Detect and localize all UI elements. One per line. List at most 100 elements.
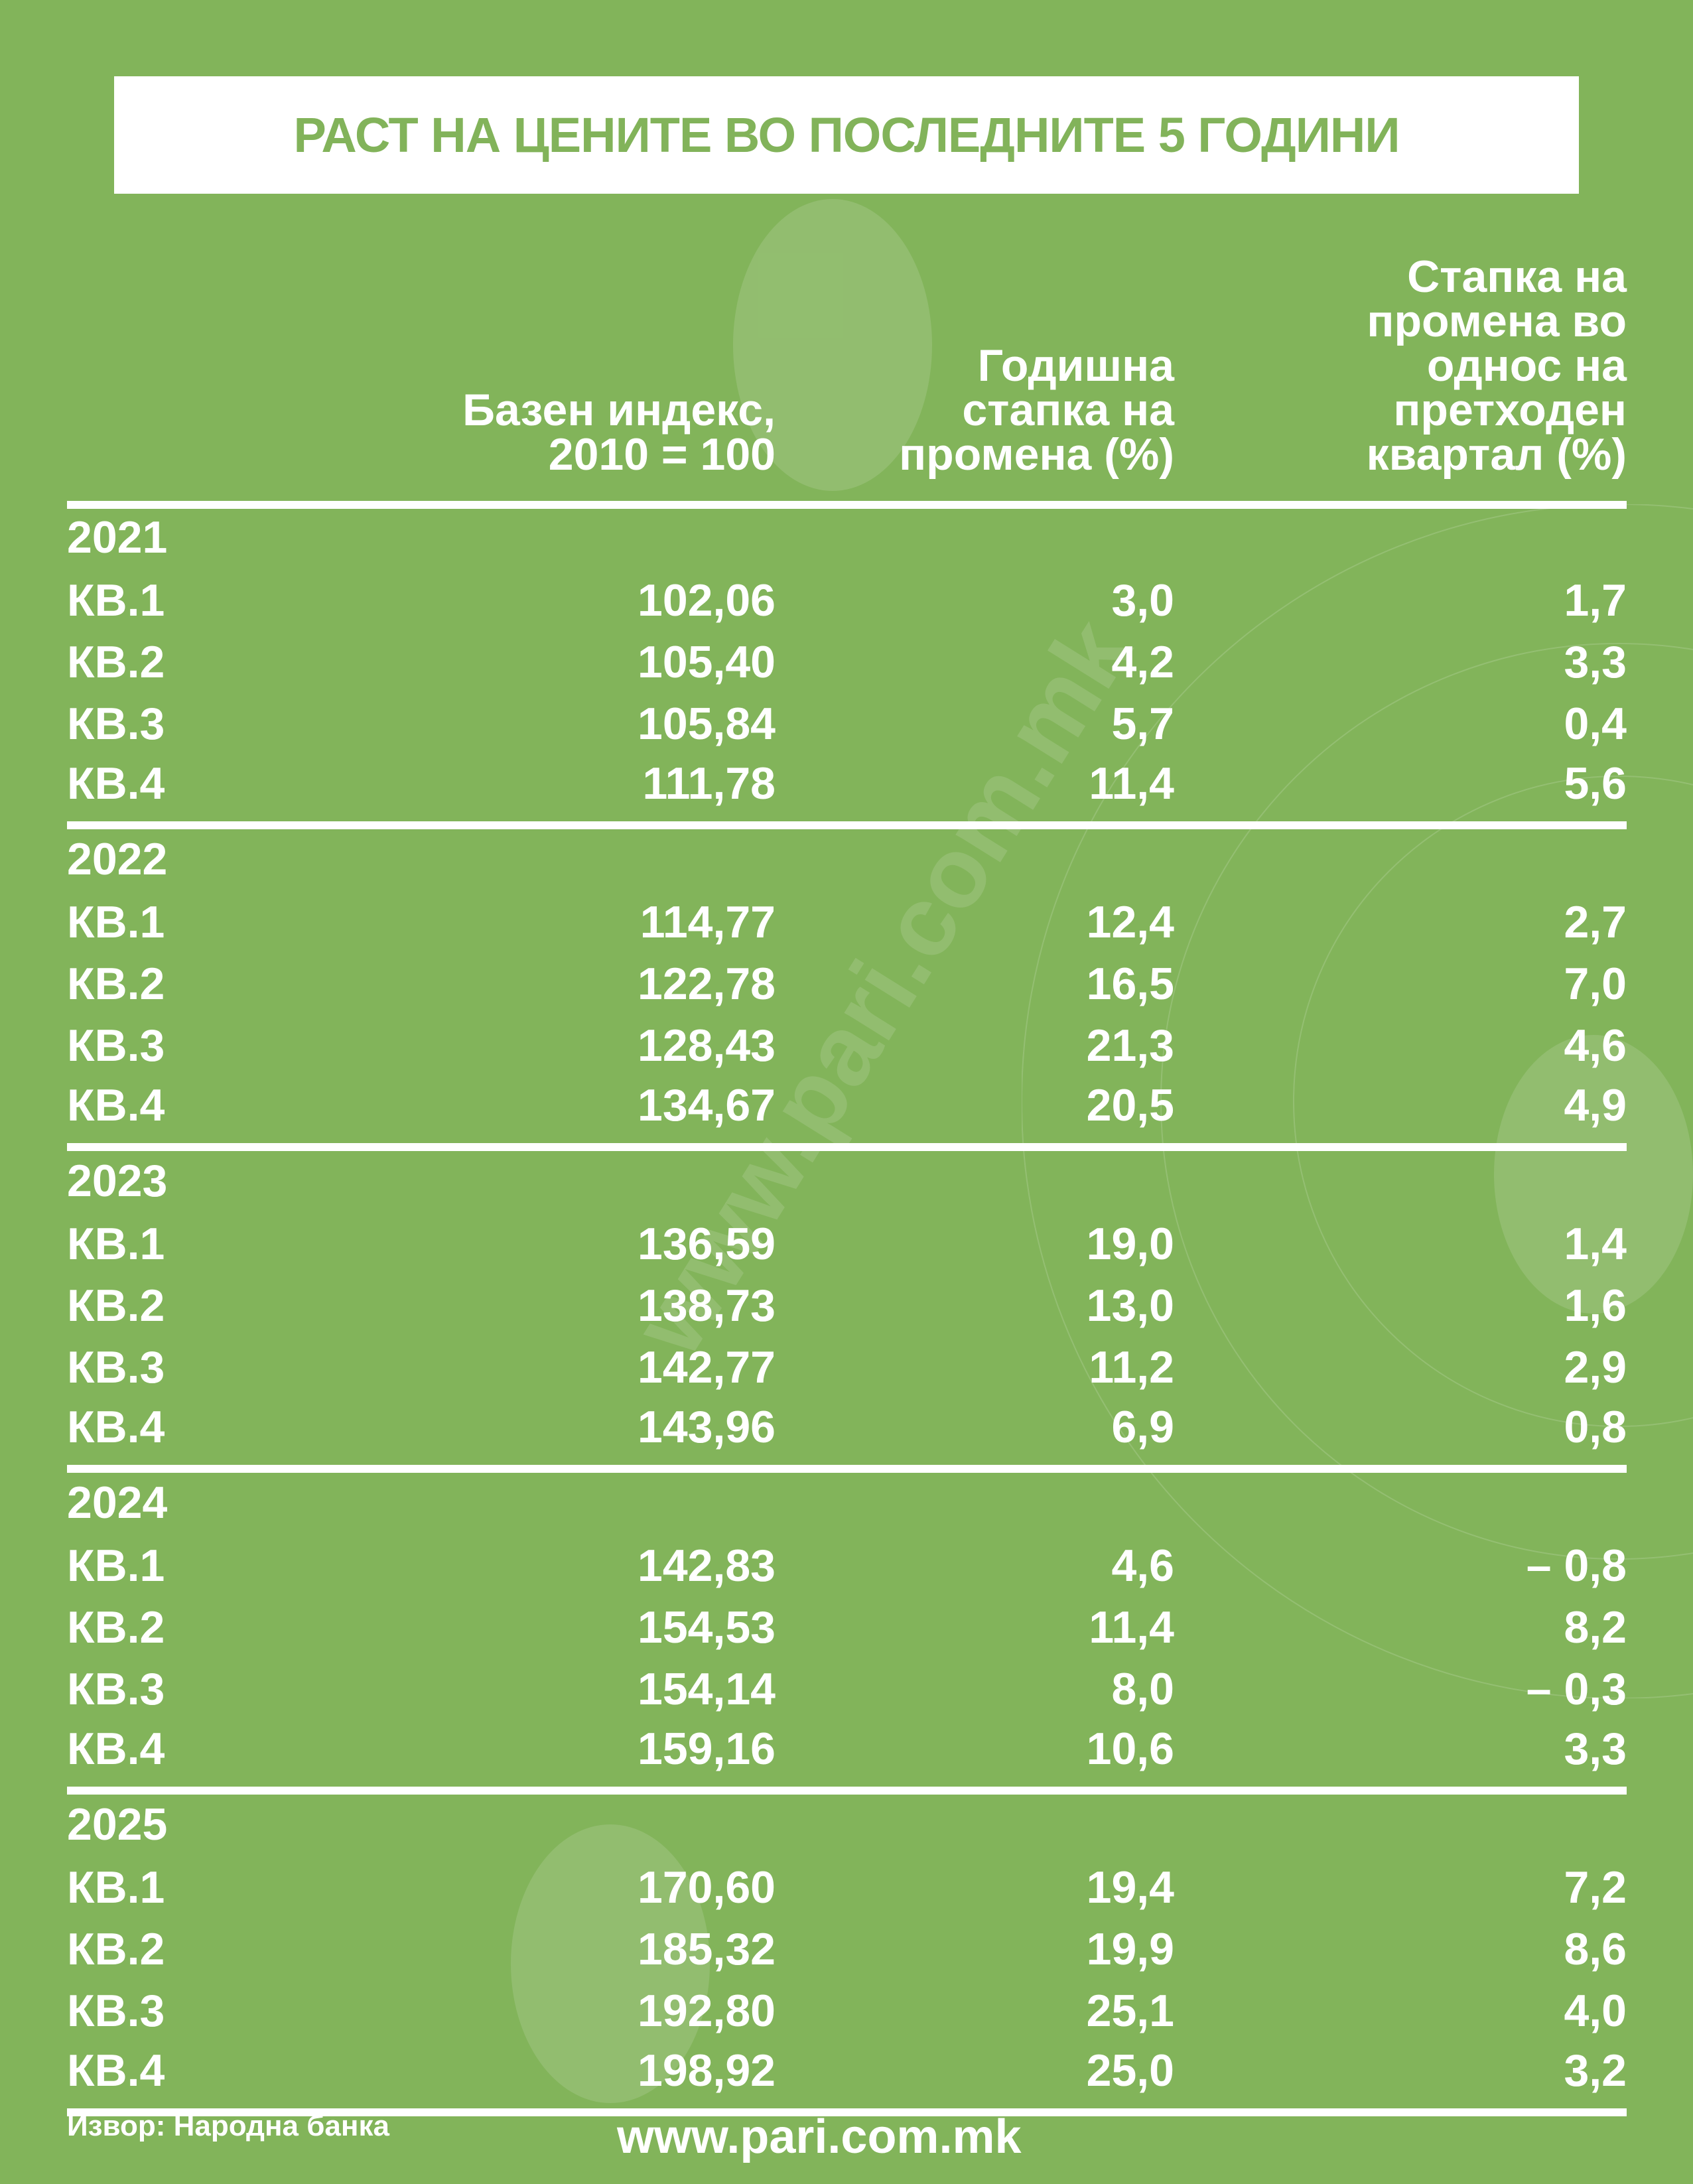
quarter-label: КВ.3: [67, 1664, 165, 1714]
quarterly-change-value: 4,6: [1564, 1020, 1627, 1071]
quarter-label: КВ.4: [67, 758, 165, 809]
quarterly-change-value: 7,0: [1564, 959, 1627, 1009]
annual-change-value: 19,9: [1086, 1924, 1174, 1974]
watermark-rings: [1022, 504, 1693, 1698]
annual-change-value: 16,5: [1086, 959, 1174, 1009]
annual-change-value: 10,6: [1086, 1724, 1174, 1774]
base-index-value: 143,96: [638, 1402, 776, 1452]
quarterly-change-value: 1,4: [1564, 1219, 1627, 1269]
quarter-label: КВ.4: [67, 1724, 165, 1774]
annual-change-value: 4,6: [1111, 1540, 1174, 1591]
quarterly-change-value: 3,3: [1564, 1724, 1627, 1774]
quarterly-change-value: 8,6: [1564, 1924, 1627, 1974]
base-index-value: 138,73: [638, 1280, 776, 1331]
year-label: 2024: [67, 1477, 168, 1528]
annual-change-value: 20,5: [1086, 1080, 1174, 1130]
quarter-label: КВ.2: [67, 1602, 165, 1653]
watermark-logo-circle: [733, 199, 932, 491]
base-index-value: 170,60: [638, 1862, 776, 1913]
quarter-label: КВ.1: [67, 1862, 165, 1913]
base-index-value: 142,83: [638, 1540, 776, 1591]
year-divider: [67, 1787, 1627, 1795]
annual-change-value: 6,9: [1111, 1402, 1174, 1452]
watermark-ring: [1293, 776, 1693, 1427]
quarter-label: КВ.3: [67, 1986, 165, 2036]
quarter-label: КВ.2: [67, 1280, 165, 1331]
column-header-annual-change: Годишна стапка на промена (%): [899, 340, 1174, 480]
column-header-base-index: Базен индекс, 2010 = 100: [462, 385, 776, 480]
quarter-label: КВ.2: [67, 1924, 165, 1974]
base-index-value: 128,43: [638, 1020, 776, 1071]
annual-change-value: 11,2: [1089, 1342, 1174, 1393]
base-index-value: 122,78: [638, 959, 776, 1009]
annual-change-value: 4,2: [1111, 637, 1174, 687]
quarterly-change-value: – 0,3: [1526, 1664, 1627, 1714]
year-divider: [67, 1465, 1627, 1473]
annual-change-value: 25,1: [1086, 1986, 1174, 2036]
quarter-label: КВ.1: [67, 575, 165, 626]
annual-change-value: 21,3: [1086, 1020, 1174, 1071]
quarterly-change-value: 1,7: [1564, 575, 1627, 626]
year-label: 2025: [67, 1799, 168, 1850]
quarterly-change-value: 0,4: [1564, 699, 1627, 749]
quarter-label: КВ.4: [67, 1402, 165, 1452]
annual-change-value: 19,0: [1086, 1219, 1174, 1269]
title-box: РАСТ НА ЦЕНИТЕ ВО ПОСЛЕДНИТЕ 5 ГОДИНИ: [114, 76, 1579, 194]
source-note: Извор: Народна банка: [67, 2110, 389, 2142]
annual-change-value: 8,0: [1111, 1664, 1174, 1714]
quarterly-change-value: 2,7: [1564, 897, 1627, 947]
column-header-quarterly-change: Стапка на промена во однос на претходен …: [1366, 251, 1627, 480]
year-divider: [67, 1143, 1627, 1151]
quarterly-change-value: 8,2: [1564, 1602, 1627, 1653]
base-index-value: 114,77: [640, 897, 776, 947]
year-label: 2023: [67, 1156, 168, 1206]
quarter-label: КВ.2: [67, 959, 165, 1009]
year-label: 2022: [67, 834, 168, 884]
base-index-value: 102,06: [638, 575, 776, 626]
quarterly-change-value: 4,9: [1564, 1080, 1627, 1130]
quarterly-change-value: 7,2: [1564, 1862, 1627, 1913]
year-divider: [67, 2108, 1627, 2116]
year-label: 2021: [67, 512, 168, 563]
quarterly-change-value: 1,6: [1564, 1280, 1627, 1331]
annual-change-value: 13,0: [1086, 1280, 1174, 1331]
year-divider: [67, 821, 1627, 829]
quarter-label: КВ.1: [67, 1540, 165, 1591]
website-link[interactable]: www.pari.com.mk: [617, 2110, 1022, 2163]
quarterly-change-value: 5,6: [1564, 758, 1627, 809]
base-index-value: 154,14: [638, 1664, 776, 1714]
quarterly-change-value: 0,8: [1564, 1402, 1627, 1452]
annual-change-value: 5,7: [1111, 699, 1174, 749]
watermark-logo-circle: [1494, 1035, 1693, 1314]
watermark-ring: [1160, 643, 1693, 1560]
base-index-value: 142,77: [638, 1342, 776, 1393]
quarterly-change-value: 3,2: [1564, 2045, 1627, 2096]
annual-change-value: 11,4: [1089, 1602, 1174, 1653]
base-index-value: 198,92: [638, 2045, 776, 2096]
quarterly-change-value: 2,9: [1564, 1342, 1627, 1393]
quarter-label: КВ.3: [67, 1342, 165, 1393]
annual-change-value: 3,0: [1111, 575, 1174, 626]
base-index-value: 136,59: [638, 1219, 776, 1269]
quarterly-change-value: 3,3: [1564, 637, 1627, 687]
base-index-value: 159,16: [638, 1724, 776, 1774]
annual-change-value: 12,4: [1086, 897, 1174, 947]
quarter-label: КВ.1: [67, 897, 165, 947]
quarterly-change-value: 4,0: [1564, 1986, 1627, 2036]
quarter-label: КВ.2: [67, 637, 165, 687]
watermark-logo-circle: [511, 1824, 710, 2103]
page-title: РАСТ НА ЦЕНИТЕ ВО ПОСЛЕДНИТЕ 5 ГОДИНИ: [293, 107, 1400, 163]
annual-change-value: 19,4: [1086, 1862, 1174, 1913]
base-index-value: 154,53: [638, 1602, 776, 1653]
annual-change-value: 11,4: [1089, 758, 1174, 809]
quarter-label: КВ.3: [67, 699, 165, 749]
quarter-label: КВ.4: [67, 2045, 165, 2096]
base-index-value: 105,40: [638, 637, 776, 687]
annual-change-value: 25,0: [1086, 2045, 1174, 2096]
quarter-label: КВ.4: [67, 1080, 165, 1130]
header-divider: [67, 501, 1627, 509]
base-index-value: 185,32: [638, 1924, 776, 1974]
quarter-label: КВ.1: [67, 1219, 165, 1269]
base-index-value: 134,67: [638, 1080, 776, 1130]
quarter-label: КВ.3: [67, 1020, 165, 1071]
